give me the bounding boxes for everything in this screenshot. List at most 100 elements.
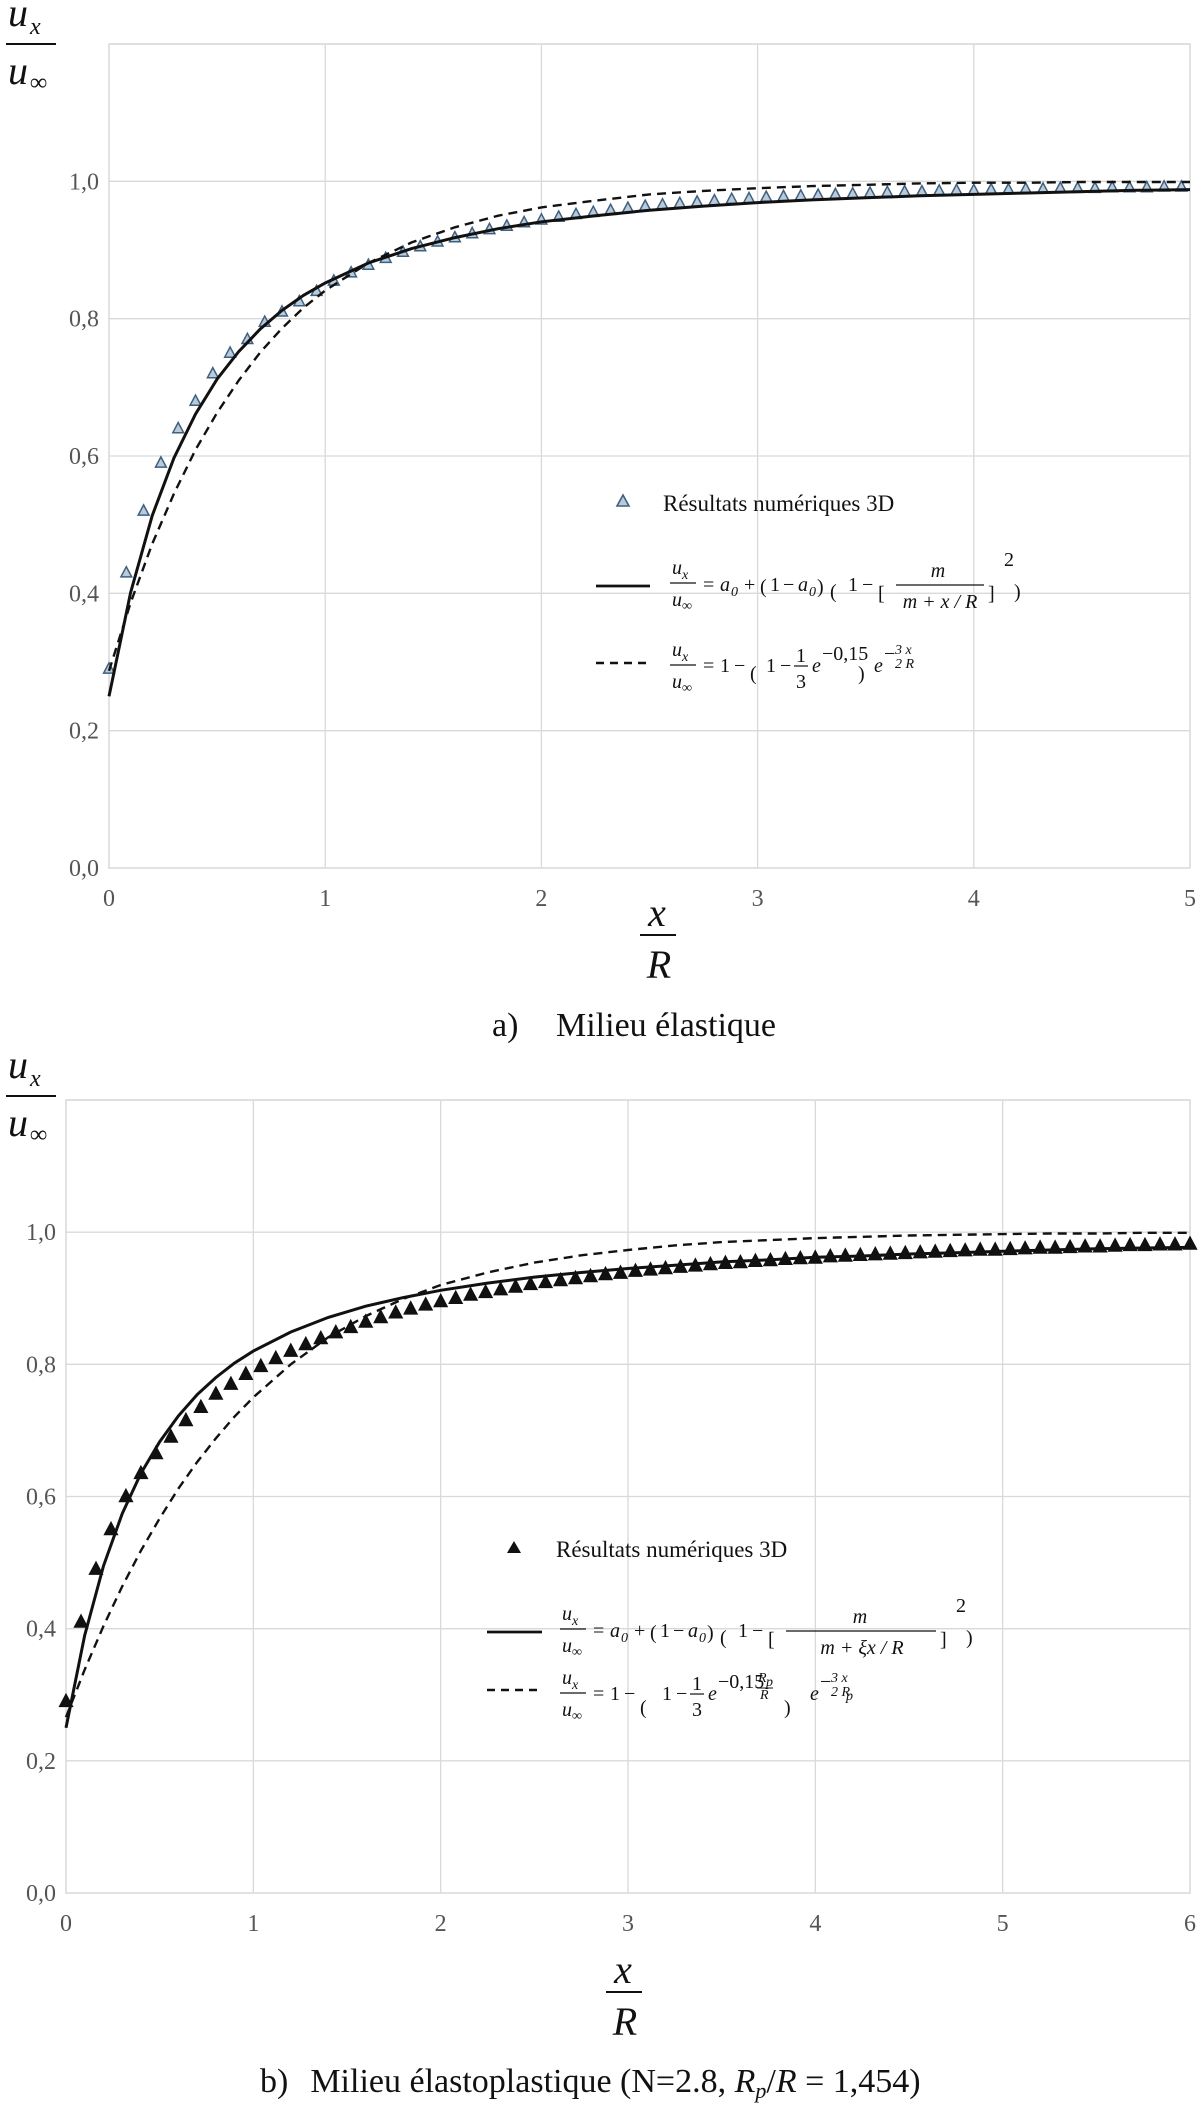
svg-text:): ) [707, 1622, 714, 1644]
svg-text:u: u [672, 557, 682, 579]
svg-text:R: R [646, 942, 671, 987]
svg-text:−: − [820, 1671, 831, 1693]
series-line-b-solid [64, 1245, 1191, 1729]
svg-text:∞: ∞ [682, 599, 692, 614]
svg-text:a): a) [492, 1007, 518, 1044]
svg-text:2 R: 2 R [895, 657, 915, 672]
svg-text:=: = [703, 655, 714, 677]
svg-text:(: ( [830, 581, 837, 603]
svg-text:b)Milieu élastoplastique (N=2.: b) Milieu élastoplastique (N=2.8, Rp/R = … [260, 2063, 921, 2103]
svg-text:(: ( [750, 663, 757, 685]
svg-text:+: + [744, 574, 755, 596]
svg-text:∞: ∞ [572, 1709, 582, 1724]
svg-text:0: 0 [621, 1631, 628, 1646]
svg-text:1: 1 [738, 1620, 748, 1642]
svg-text:R: R [759, 1688, 769, 1703]
svg-text:m + ξx / R: m + ξx / R [820, 1637, 903, 1659]
caption-a: a) Milieu élastique [492, 1007, 776, 1044]
data-point-a-32 [655, 197, 670, 210]
data-point-a-43 [846, 186, 860, 199]
data-point-a-7 [223, 345, 237, 358]
data-point-b-25 [433, 1293, 449, 1308]
x-tick-label-b-0: 0 [60, 1911, 72, 1937]
svg-text:]: ] [940, 1629, 947, 1651]
svg-text:=: = [703, 574, 714, 596]
svg-text:(: ( [720, 1627, 727, 1649]
svg-text:3 x: 3 x [830, 1671, 849, 1686]
legend-a-marker-triangle [615, 493, 631, 507]
svg-text:m: m [853, 1606, 867, 1628]
svg-text:(: ( [640, 1697, 647, 1719]
svg-text:x: x [613, 1947, 632, 1992]
y-axis-label-b: u x u ∞ [6, 1042, 56, 1148]
data-point-a-5 [188, 393, 203, 407]
svg-text:u: u [562, 1635, 572, 1657]
data-point-a-39 [776, 188, 791, 202]
data-point-b-54 [867, 1246, 883, 1261]
y-tick-label-b-1: 0,2 [26, 1749, 56, 1775]
data-point-a-46 [897, 183, 912, 197]
y-tick-label-a-3: 0,6 [69, 444, 99, 470]
x-tick-label-b-6: 6 [1184, 1911, 1196, 1937]
x-tick-label-b-4: 4 [809, 1911, 821, 1937]
data-point-b-39 [642, 1261, 659, 1276]
svg-text:[: [ [768, 1629, 775, 1651]
x-tick-label-b-5: 5 [997, 1911, 1009, 1937]
svg-text:−0,15: −0,15 [718, 1671, 764, 1693]
legend-b-equation-solid: u x u ∞ = a 0 + ( 1 − a 0 ) ( 1 − [ m [560, 1595, 973, 1660]
data-point-a-36 [725, 191, 739, 205]
grid-b [65, 1099, 1191, 1894]
data-point-b-38 [627, 1262, 644, 1277]
panel-a: 0 1 2 3 4 5 0,0 0,2 0,4 0,6 0,8 1,0 u x u ∞ x R a) … [6, 0, 1196, 1044]
svg-text:): ) [817, 576, 824, 598]
series-line-a-solid [107, 188, 1191, 697]
svg-text:x: x [681, 650, 689, 665]
x-tick-label-a-4: 4 [968, 886, 980, 912]
svg-text:u: u [8, 1100, 28, 1145]
svg-text:u: u [8, 48, 28, 93]
svg-text:x: x [571, 1614, 579, 1629]
y-axis-label-a: u x u ∞ [6, 0, 56, 96]
data-point-b-11 [223, 1375, 239, 1390]
svg-text:−: − [673, 1620, 684, 1642]
svg-text:R: R [757, 1671, 767, 1686]
legend-a: Résultats numériques 3D u x u ∞ = a 0 + … [596, 491, 1021, 696]
grid-a [108, 43, 1191, 869]
series-a [102, 179, 1191, 697]
svg-text:a: a [688, 1620, 698, 1642]
svg-text:−: − [862, 574, 873, 596]
data-point-b-2 [88, 1560, 104, 1575]
svg-text:u: u [672, 671, 682, 693]
data-point-b-29 [493, 1281, 509, 1296]
data-point-b-20 [358, 1313, 374, 1328]
svg-text:e: e [708, 1683, 717, 1705]
svg-text:x: x [29, 1066, 41, 1092]
y-tick-label-b-2: 0,4 [26, 1617, 56, 1643]
y-tick-label-a-2: 0,4 [69, 581, 99, 607]
data-point-b-55 [882, 1245, 898, 1260]
data-point-b-37 [612, 1264, 629, 1279]
data-point-a-34 [690, 194, 704, 207]
data-point-a-6 [206, 365, 220, 379]
data-point-b-26 [448, 1289, 464, 1304]
legend-b-numeric-label: Résultats numériques 3D [556, 1537, 787, 1562]
svg-text:a: a [610, 1620, 620, 1642]
data-point-b-36 [597, 1265, 614, 1281]
svg-text:1: 1 [662, 1683, 672, 1705]
data-point-b-13 [253, 1357, 269, 1373]
data-point-b-12 [238, 1365, 254, 1380]
data-point-b-62 [987, 1241, 1003, 1256]
svg-text:∞: ∞ [30, 1122, 47, 1148]
svg-text:1: 1 [848, 574, 858, 596]
data-point-b-17 [313, 1330, 329, 1345]
series-line-a-dashed [107, 180, 1190, 672]
svg-text:2: 2 [956, 1595, 966, 1617]
x-tick-label-a-3: 3 [752, 886, 764, 912]
svg-text:e: e [874, 655, 883, 677]
data-point-b-21 [373, 1308, 389, 1324]
y-tick-label-a-1: 0,2 [69, 719, 99, 745]
svg-text:−: − [783, 574, 794, 596]
svg-text:∞: ∞ [30, 70, 47, 96]
svg-text:e: e [812, 655, 821, 677]
